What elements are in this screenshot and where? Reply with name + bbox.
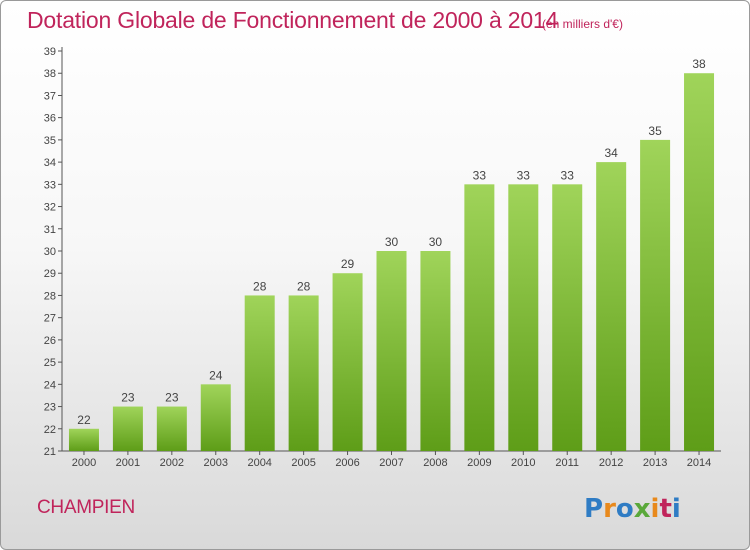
bar-value-label: 23 (165, 391, 179, 405)
y-tick-label: 34 (44, 157, 56, 169)
bar-2014 (684, 73, 715, 451)
y-tick-label: 35 (44, 135, 56, 147)
y-tick-label: 22 (44, 424, 56, 436)
proxiti-logo: Proxiti (584, 494, 681, 524)
bar-2001 (112, 406, 143, 451)
x-tick-label: 2004 (247, 457, 271, 469)
bar-value-label: 38 (692, 57, 706, 71)
x-tick-label: 2009 (467, 457, 491, 469)
svg-text:Proxiti: Proxiti (584, 494, 681, 524)
y-tick-label: 26 (44, 335, 56, 347)
y-tick-label: 27 (44, 313, 56, 325)
bar-2003 (200, 384, 231, 451)
x-tick-label: 2000 (72, 457, 96, 469)
y-tick-label: 32 (44, 202, 56, 214)
y-tick-label: 31 (44, 224, 56, 236)
x-tick-label: 2006 (335, 457, 359, 469)
bar-2012 (596, 162, 627, 451)
bar-2007 (376, 251, 407, 451)
y-tick-label: 28 (44, 290, 56, 302)
bar-value-label: 33 (473, 168, 487, 182)
bar-2010 (508, 184, 539, 452)
x-tick-label: 2007 (379, 457, 403, 469)
chart-subtitle: (en milliers d'€) (542, 17, 623, 31)
y-tick-label: 21 (44, 446, 56, 458)
bar-2004 (244, 295, 275, 451)
bar-value-label: 35 (648, 124, 662, 138)
y-tick-label: 29 (44, 268, 56, 280)
bar-2006 (332, 273, 363, 451)
y-tick-label: 33 (44, 179, 56, 191)
bar-2002 (156, 406, 187, 451)
bar-value-label: 30 (385, 235, 399, 249)
y-tick-label: 39 (44, 46, 56, 58)
x-tick-label: 2014 (687, 457, 711, 469)
bar-value-label: 24 (209, 368, 223, 382)
x-tick-label: 2013 (643, 457, 667, 469)
x-tick-label: 2002 (160, 457, 184, 469)
bar-value-label: 33 (517, 168, 531, 182)
bar-2009 (464, 184, 495, 452)
x-tick-label: 2005 (291, 457, 315, 469)
bar-2000 (68, 428, 99, 451)
commune-name: CHAMPIEN (37, 497, 135, 518)
y-tick-label: 30 (44, 246, 56, 258)
x-tick-label: 2011 (555, 457, 579, 469)
y-tick-label: 24 (44, 379, 56, 391)
x-tick-label: 2003 (204, 457, 228, 469)
bar-value-label: 30 (429, 235, 443, 249)
x-tick-label: 2012 (599, 457, 623, 469)
y-tick-label: 25 (44, 357, 56, 369)
bar-value-label: 28 (253, 279, 267, 293)
bar-value-label: 22 (77, 413, 91, 427)
bar-2011 (552, 184, 583, 452)
bar-value-label: 29 (341, 257, 355, 271)
bar-2005 (288, 295, 319, 451)
chart-title: Dotation Globale de Fonctionnement de 20… (27, 7, 559, 33)
y-tick-label: 36 (44, 113, 56, 125)
bar-value-label: 28 (297, 279, 311, 293)
bar-2008 (420, 251, 451, 451)
y-tick-label: 37 (44, 90, 56, 102)
bar-value-label: 34 (604, 146, 618, 160)
bar-value-label: 23 (121, 391, 135, 405)
axes: 21 22 23 24 25 26 27 28 29 30 31 32 33 34 35 36 37 38 39 (44, 46, 721, 458)
y-tick-label: 38 (44, 68, 56, 80)
bar-2013 (640, 139, 671, 451)
x-tick-label: 2010 (511, 457, 535, 469)
x-tick-label: 2008 (423, 457, 447, 469)
x-tick-label: 2001 (116, 457, 140, 469)
labels: 22 2000 23 2001 23 2002 24 2003 28 2004 28 2005 29 20… (72, 57, 712, 469)
bars (68, 73, 715, 452)
bar-value-label: 33 (561, 168, 575, 182)
y-tick-label: 23 (44, 402, 56, 414)
